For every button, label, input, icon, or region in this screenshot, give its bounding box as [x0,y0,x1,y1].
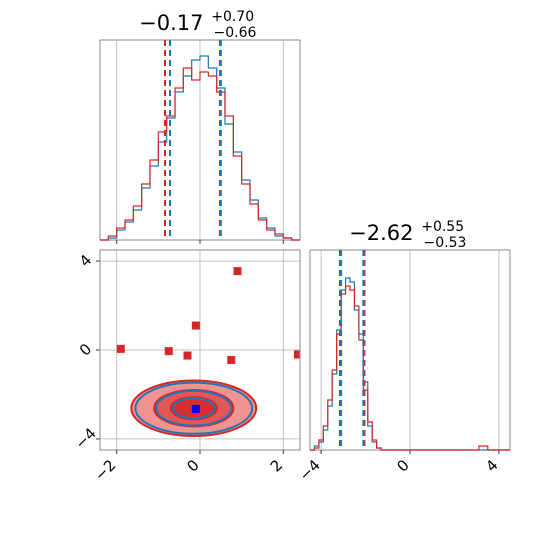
quantile-lines [339,250,366,450]
red-marker [191,321,200,330]
plot-area [116,267,300,438]
red-marker [183,351,192,360]
title-value: −2.62 [349,221,413,245]
y-tick-label: −4 [71,424,99,452]
quantile-lines [164,40,222,240]
contour-level-5 [171,397,216,420]
red-marker [293,350,300,359]
panel-title: −0.17 +0.70 −0.66 [139,2,261,41]
y-tick-label: 4 [76,251,95,270]
y-tick-labels: −4 0 4 [71,251,99,453]
x-tick-label: −2 [91,456,119,484]
x-tick-labels: −4 0 4 [296,456,502,484]
histogram-panel-param2: −4 0 4 −2.62 +0.55 −0.53 [296,212,511,484]
x-tick-label: 4 [482,456,501,475]
title-minus: −0.53 [424,235,467,251]
contour-level-4 [155,389,233,427]
histogram-series [100,55,300,241]
blue-marker [191,404,200,413]
x-tick-label: −4 [296,456,324,484]
scatter-panel: −2 0 2 −4 0 4 [71,249,301,484]
panel-title: −2.62 +0.55 −0.53 [349,212,471,251]
title-plus: +0.70 [211,9,254,25]
contour-level-3 [134,381,254,435]
red-marker [233,267,242,276]
red-marker [116,344,125,353]
grid [96,250,300,454]
red-marker [164,347,173,356]
histogram-series [310,277,510,451]
title-value: −0.17 [139,11,203,35]
title-minus: −0.66 [214,25,257,41]
y-tick-label: 0 [76,340,95,359]
x-tick-label: 2 [267,456,286,475]
histogram-step-1 [310,285,510,451]
histogram-panel-param1: −0.17 +0.70 −0.66 [99,2,301,244]
grid [320,250,500,454]
markers [116,267,300,413]
x-tick-labels: −2 0 2 [91,456,286,484]
axes-frame [99,249,301,451]
histogram-step-1 [100,67,300,241]
title-plus: +0.55 [421,219,464,235]
x-tick-label: 0 [393,456,412,475]
x-tick-label: 0 [183,456,202,475]
red-marker [227,356,236,364]
